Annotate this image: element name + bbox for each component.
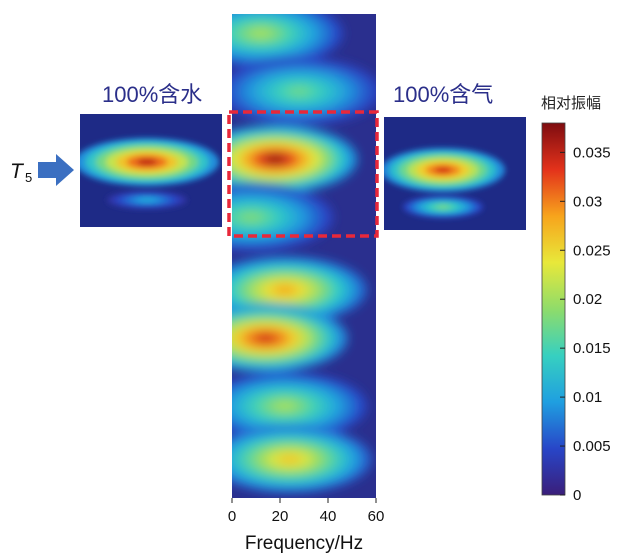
inset-gas-title: 100%含气 (393, 82, 493, 107)
colorbar-tick-label: 0.015 (573, 340, 611, 357)
x-tick-label: 40 (320, 508, 337, 525)
x-tick-label: 0 (228, 508, 236, 525)
colorbar-tick-label: 0.02 (573, 291, 602, 308)
highlight-box (227, 110, 379, 238)
colorbar-tick-label: 0.025 (573, 242, 611, 259)
colorbar-tick-label: 0 (573, 487, 581, 504)
inset-water-blobs (80, 138, 219, 209)
t5-marker: T 5 (10, 154, 74, 186)
heatmap-cell (232, 57, 376, 126)
x-axis: 0 20 40 60 (228, 498, 385, 525)
heatmap-cell (232, 255, 367, 324)
t5-arrow-icon (38, 154, 74, 186)
main-heatmap-blobs (232, 14, 376, 494)
x-axis-label: Frequency/Hz (245, 533, 363, 554)
heatmap-cell (232, 14, 343, 68)
colorbar-tick-label: 0.005 (573, 438, 611, 455)
inset-gas-blobs (384, 148, 505, 218)
t5-subscript: 5 (25, 170, 32, 185)
colorbar-ticks: 0 0.005 0.01 0.015 0.02 0.025 0.03 0.035 (560, 144, 611, 504)
inset-gas (384, 117, 526, 230)
x-tick-label: 60 (368, 508, 385, 525)
main-heatmap (232, 14, 376, 498)
colorbar-tick-label: 0.035 (573, 144, 611, 161)
inset-water-title: 100%含水 (102, 82, 202, 107)
inset-water-peak (80, 138, 219, 186)
colorbar-title: 相对振幅 (541, 95, 601, 112)
t5-label: T (10, 160, 25, 183)
heatmap-cell (232, 304, 348, 373)
inset-water-secondary (107, 191, 187, 209)
heatmap-cell (232, 425, 372, 494)
inset-gas-secondary (403, 196, 483, 218)
colorbar: 0 0.005 0.01 0.015 0.02 0.025 0.03 0.035 (541, 122, 611, 504)
x-tick-label: 20 (272, 508, 289, 525)
inset-gas-peak (384, 148, 505, 192)
colorbar-tick-label: 0.03 (573, 193, 602, 210)
colorbar-gradient (541, 122, 566, 496)
heatmap-cell (232, 125, 358, 194)
inset-water (80, 114, 222, 227)
heatmap-cell (232, 372, 367, 441)
colorbar-tick-label: 0.01 (573, 389, 602, 406)
